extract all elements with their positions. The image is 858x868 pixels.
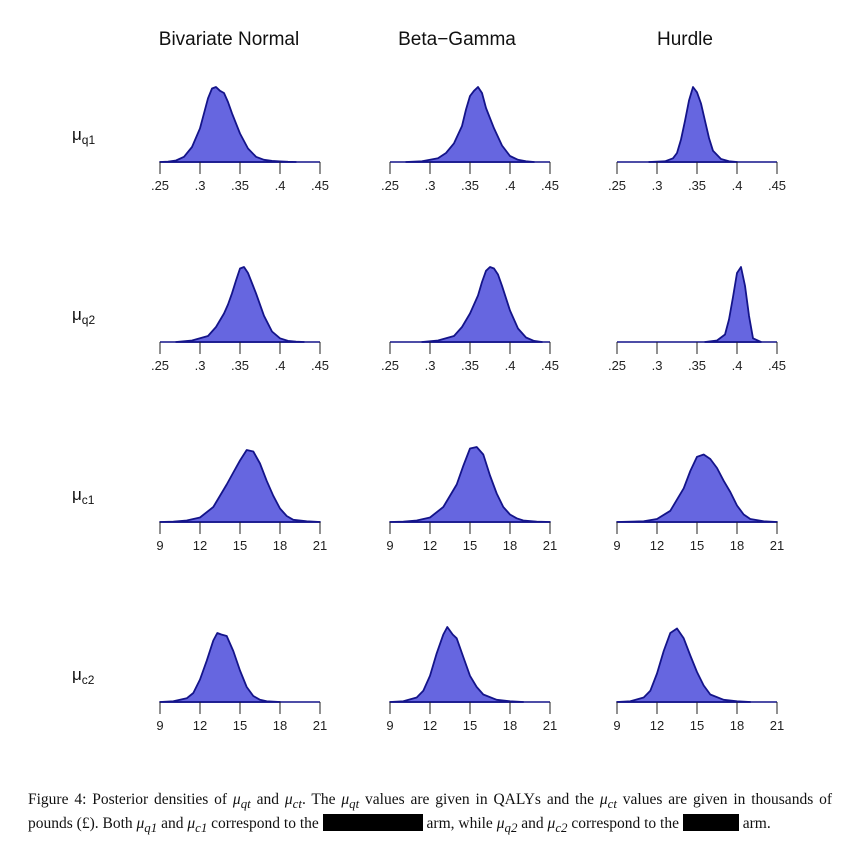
density-curve xyxy=(159,86,297,163)
redacted-block xyxy=(322,814,423,832)
x-tick-label: .4 xyxy=(275,178,286,193)
x-tick-label: 18 xyxy=(273,718,287,733)
x-tick-label: 21 xyxy=(543,718,557,733)
x-tick-label: .35 xyxy=(461,178,479,193)
x-tick-label: .45 xyxy=(311,358,329,373)
x-tick-label: .4 xyxy=(732,358,743,373)
density-curve xyxy=(421,266,543,343)
figure-grid: Bivariate Normal Beta−Gamma Hurdle μq1 μq2 μc… xyxy=(72,29,786,733)
x-tick-label: .25 xyxy=(381,358,399,373)
x-tick-label: 15 xyxy=(463,718,477,733)
row-label: μq2 xyxy=(72,305,95,327)
x-tick-label: .25 xyxy=(381,178,399,193)
x-tick-label: .3 xyxy=(425,178,436,193)
density-panel: 9 12 15 18 21 xyxy=(156,449,327,553)
density-panel: 9 12 15 18 21 xyxy=(613,627,784,733)
x-tick-label: 21 xyxy=(770,718,784,733)
x-tick-label: 15 xyxy=(690,538,704,553)
figure-caption: Figure 4: Posterior densities of μqt and… xyxy=(28,791,832,836)
x-tick-label: .25 xyxy=(151,358,169,373)
x-tick-label: 15 xyxy=(690,718,704,733)
x-tick-label: 12 xyxy=(650,538,664,553)
density-curve xyxy=(159,449,321,523)
density-curve xyxy=(389,626,525,703)
x-tick-label: .35 xyxy=(231,178,249,193)
x-tick-label: .45 xyxy=(541,358,559,373)
row-label: μc2 xyxy=(72,665,95,687)
x-tick-label: 21 xyxy=(313,538,327,553)
x-tick-label: 18 xyxy=(503,718,517,733)
density-panel: 9 12 15 18 21 xyxy=(156,632,327,733)
x-tick-label: .4 xyxy=(505,178,516,193)
x-tick-label: .45 xyxy=(541,178,559,193)
x-tick-label: .45 xyxy=(311,178,329,193)
x-tick-label: .25 xyxy=(608,358,626,373)
density-curve xyxy=(405,86,535,163)
redacted-block xyxy=(682,814,739,832)
x-tick-label: .4 xyxy=(275,358,286,373)
x-tick-label: .45 xyxy=(768,178,786,193)
x-tick-label: 9 xyxy=(386,538,393,553)
density-panel: .25 .3 .35 .4 .45 xyxy=(608,86,786,193)
x-tick-label: 18 xyxy=(730,718,744,733)
x-tick-label: .35 xyxy=(688,358,706,373)
x-tick-label: .3 xyxy=(195,178,206,193)
x-tick-label: 9 xyxy=(156,538,163,553)
column-title: Bivariate Normal xyxy=(159,29,299,50)
density-panel: .25 .3 .35 .4 .45 xyxy=(381,86,559,193)
density-curve xyxy=(616,453,778,523)
x-tick-label: .35 xyxy=(231,358,249,373)
density-curve xyxy=(159,632,281,703)
x-tick-label: .3 xyxy=(195,358,206,373)
density-curve xyxy=(616,627,752,703)
x-tick-label: .3 xyxy=(652,358,663,373)
x-tick-label: 12 xyxy=(193,718,207,733)
x-tick-label: .35 xyxy=(461,358,479,373)
x-tick-label: .4 xyxy=(505,358,516,373)
density-panel: .25 .3 .35 .4 .45 xyxy=(381,266,559,373)
x-tick-label: 15 xyxy=(233,718,247,733)
density-curve xyxy=(389,446,551,523)
x-tick-label: 9 xyxy=(156,718,163,733)
density-curve xyxy=(704,266,762,343)
x-tick-label: .3 xyxy=(652,178,663,193)
column-title: Beta−Gamma xyxy=(398,29,516,50)
x-tick-label: .4 xyxy=(732,178,743,193)
x-tick-label: 9 xyxy=(613,718,620,733)
x-tick-label: 21 xyxy=(313,718,327,733)
x-tick-label: 12 xyxy=(423,718,437,733)
density-panel: .25 .3 .35 .4 .45 xyxy=(151,86,329,193)
column-title: Hurdle xyxy=(657,29,713,50)
x-tick-label: .3 xyxy=(425,358,436,373)
x-tick-label: 12 xyxy=(193,538,207,553)
x-tick-label: .25 xyxy=(151,178,169,193)
x-tick-label: 15 xyxy=(233,538,247,553)
x-tick-label: .35 xyxy=(688,178,706,193)
row-label: μq1 xyxy=(72,125,95,147)
x-tick-label: 15 xyxy=(463,538,477,553)
x-tick-label: 12 xyxy=(423,538,437,553)
x-tick-label: 12 xyxy=(650,718,664,733)
density-curve xyxy=(648,86,738,163)
x-tick-label: 18 xyxy=(273,538,287,553)
density-panel: 9 12 15 18 21 xyxy=(386,626,557,733)
density-panel: .25 .3 .35 .4 .45 xyxy=(151,266,329,373)
density-panel: .25 .3 .35 .4 .45 xyxy=(608,266,786,373)
x-tick-label: 21 xyxy=(543,538,557,553)
density-panel: 9 12 15 18 21 xyxy=(386,446,557,553)
x-tick-label: 18 xyxy=(730,538,744,553)
density-panel: 9 12 15 18 21 xyxy=(613,453,784,553)
density-curve xyxy=(175,266,305,343)
x-tick-label: .45 xyxy=(768,358,786,373)
x-tick-label: .25 xyxy=(608,178,626,193)
x-tick-label: 9 xyxy=(386,718,393,733)
x-tick-label: 9 xyxy=(613,538,620,553)
x-tick-label: 21 xyxy=(770,538,784,553)
row-label: μc1 xyxy=(72,485,95,507)
x-tick-label: 18 xyxy=(503,538,517,553)
